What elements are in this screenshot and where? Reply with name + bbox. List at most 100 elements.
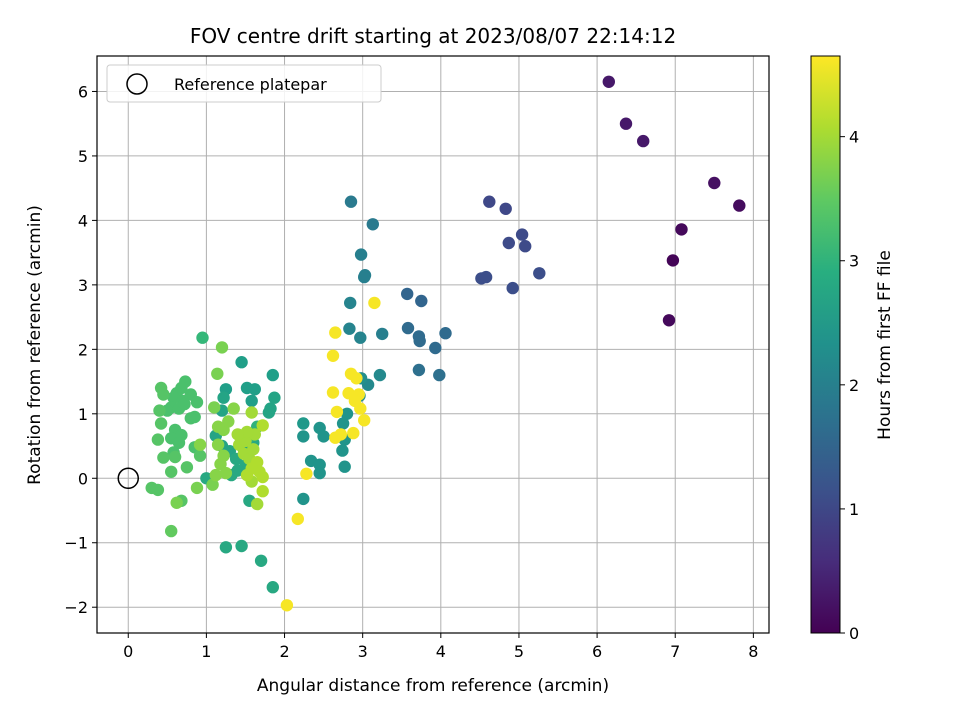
- data-point: [256, 485, 269, 498]
- data-point: [297, 492, 310, 506]
- data-point: [211, 367, 224, 380]
- data-point: [313, 466, 326, 480]
- data-point: [354, 331, 367, 344]
- data-point: [180, 461, 194, 474]
- data-point: [297, 417, 310, 430]
- data-point: [172, 436, 186, 449]
- data-point: [344, 195, 358, 208]
- data-point: [190, 396, 204, 409]
- data-points: [145, 75, 746, 612]
- data-point: [619, 117, 633, 130]
- data-point: [153, 404, 166, 417]
- data-point: [519, 240, 532, 253]
- data-point: [219, 466, 233, 480]
- data-point: [151, 483, 165, 497]
- data-point: [245, 406, 258, 419]
- y-tick-label: 4: [78, 211, 88, 230]
- data-point: [354, 248, 368, 261]
- x-tick-label: 1: [201, 642, 211, 661]
- data-point: [479, 270, 493, 284]
- data-point: [401, 321, 415, 335]
- data-point: [240, 425, 254, 439]
- data-point: [217, 391, 230, 404]
- data-point: [215, 341, 229, 354]
- data-point: [262, 406, 276, 419]
- data-point: [248, 383, 261, 396]
- plot-frame: [96, 55, 770, 634]
- data-point: [429, 341, 442, 355]
- data-point: [366, 218, 379, 231]
- data-point: [170, 496, 183, 509]
- data-point: [350, 372, 363, 385]
- data-point: [358, 414, 371, 427]
- data-point: [209, 468, 222, 482]
- data-point: [354, 402, 367, 415]
- data-point: [338, 460, 351, 473]
- data-point: [154, 417, 168, 430]
- data-point: [733, 199, 746, 212]
- colorbar-tick-label: 4: [849, 128, 859, 147]
- data-point: [413, 334, 426, 348]
- data-point: [222, 415, 235, 428]
- reference-marker: [117, 467, 140, 490]
- data-point: [165, 465, 178, 478]
- x-tick-label: 8: [748, 642, 758, 661]
- data-point: [157, 451, 170, 464]
- colorbar: 0 1 2 3 4 Hours from first FF file: [810, 55, 895, 643]
- data-point: [368, 296, 381, 310]
- y-tick-label: 1: [78, 405, 88, 424]
- data-point: [347, 426, 360, 440]
- data-point: [178, 397, 191, 411]
- data-point: [206, 478, 219, 491]
- data-point: [157, 388, 170, 401]
- y-tick-label: 6: [78, 82, 88, 101]
- data-point: [190, 481, 204, 495]
- data-point: [344, 296, 357, 310]
- data-point: [254, 554, 268, 567]
- data-point: [675, 223, 688, 236]
- data-point: [376, 327, 389, 341]
- data-point: [211, 420, 225, 433]
- data-point: [340, 407, 354, 420]
- data-point: [219, 541, 233, 554]
- data-point: [602, 75, 615, 89]
- data-point: [227, 402, 240, 415]
- data-point: [666, 254, 680, 267]
- x-tick-label: 2: [279, 642, 289, 661]
- data-point: [330, 405, 344, 419]
- y-tick-label: −1: [64, 534, 88, 553]
- data-point: [251, 497, 264, 511]
- legend-box: [106, 64, 382, 103]
- data-point: [245, 394, 258, 408]
- data-point: [502, 236, 515, 250]
- data-point: [266, 368, 279, 382]
- data-point: [193, 449, 207, 462]
- colorbar-label: Hours from first FF file: [875, 250, 895, 440]
- data-point: [506, 281, 519, 295]
- data-point: [247, 443, 260, 456]
- colorbar-tick-label: 3: [849, 252, 859, 271]
- data-point: [373, 368, 387, 382]
- data-point: [300, 467, 313, 480]
- data-point: [637, 134, 650, 148]
- x-tick-label: 3: [358, 642, 368, 661]
- x-axis-label: Angular distance from reference (arcmin): [257, 676, 609, 696]
- data-point: [483, 195, 496, 208]
- data-point: [165, 524, 178, 538]
- x-tick-label: 7: [670, 642, 680, 661]
- y-tick-label: 0: [78, 469, 88, 488]
- y-tick-label: 2: [78, 340, 88, 359]
- data-point: [433, 368, 446, 382]
- x-tick-label: 4: [436, 642, 446, 661]
- x-tick-label: 6: [592, 642, 602, 661]
- data-point: [439, 327, 452, 340]
- data-point: [235, 356, 248, 369]
- data-point: [291, 512, 304, 526]
- x-axis-ticks: 0 1 2 3 4 5 6 7 8: [123, 633, 758, 661]
- data-point: [336, 417, 350, 430]
- data-point: [235, 539, 248, 553]
- colorbar-tick-label: 2: [849, 376, 859, 395]
- y-tick-label: 3: [78, 276, 88, 295]
- data-point: [196, 331, 209, 344]
